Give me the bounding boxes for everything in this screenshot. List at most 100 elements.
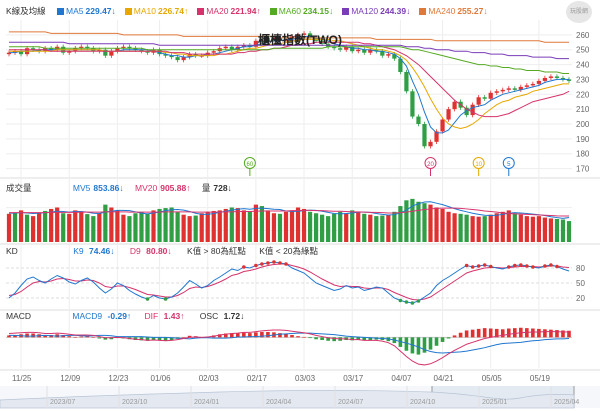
candle-body: [332, 46, 337, 49]
volume-bar: [169, 207, 174, 242]
volume-bar: [398, 206, 403, 242]
date-tick-label: 11/25: [12, 374, 32, 383]
vol-arrow: ↓: [227, 183, 232, 193]
volume-bar: [217, 210, 222, 242]
volume-bar: [109, 207, 114, 242]
macd9-value: -0.29: [107, 311, 127, 321]
osc-bar: [416, 337, 421, 355]
kd-green-dot: [410, 301, 415, 305]
volume-bar: [139, 211, 144, 242]
candle-body: [560, 77, 566, 80]
ma240-value: 255.27: [457, 6, 484, 16]
candle-body: [139, 49, 144, 52]
osc-bar: [163, 337, 168, 341]
volume-bar: [127, 216, 132, 242]
osc-bar: [85, 336, 90, 338]
candle-body: [265, 39, 271, 43]
candle-body: [452, 101, 457, 110]
volume-bar: [181, 214, 186, 242]
osc-bar: [7, 335, 11, 338]
candle-body: [277, 37, 283, 41]
kd-red-dot: [543, 264, 547, 268]
candle-body: [536, 80, 541, 84]
osc-bar: [97, 337, 102, 339]
kd-red-dot: [549, 263, 553, 267]
macd9-label: MACD9: [72, 311, 103, 321]
candle-body: [181, 57, 186, 61]
candle-body: [12, 51, 18, 53]
candle-body: [211, 51, 216, 53]
candle-body: [115, 48, 120, 52]
volume-bar: [67, 213, 72, 242]
date-tick-label: 05/05: [482, 374, 503, 383]
candle-body: [49, 48, 54, 50]
candle-body: [440, 119, 445, 132]
osc-bar: [464, 330, 469, 338]
volume-bar: [410, 198, 415, 242]
navigator-date-label: 2024/04: [266, 399, 291, 406]
volume-bar: [380, 215, 385, 242]
kd-red-dot: [464, 263, 469, 268]
price-legend: K線及均線 MA5 229.47↓ MA10 226.74↑ MA20 221.94↑ MA…: [6, 5, 494, 17]
kd-red-dot: [488, 264, 493, 269]
candle-body: [422, 124, 427, 147]
volume-bar: [362, 213, 367, 242]
candle-body: [398, 58, 403, 72]
osc-bar: [482, 328, 487, 338]
candle-body: [356, 49, 361, 52]
osc-bar: [157, 337, 162, 341]
volume-bar: [560, 219, 566, 242]
navigator-date-label: 2024/10: [410, 399, 435, 406]
mv5-line: [8, 201, 570, 219]
ma5-label: MA5: [66, 6, 84, 16]
osc-bar: [31, 333, 35, 338]
volume-bar: [223, 208, 228, 242]
osc-bar: [260, 331, 264, 338]
volume-bar: [151, 210, 156, 242]
volume-bar: [301, 208, 307, 242]
candle-body: [133, 48, 138, 50]
ma-marker: [472, 157, 485, 169]
candle-body: [97, 49, 102, 52]
vol-value: 728: [213, 183, 228, 193]
osc-bar: [151, 337, 156, 341]
ma-marker: [424, 157, 437, 169]
price-tick-label: 230: [576, 75, 590, 84]
osc-bar: [181, 337, 186, 338]
candle-body: [434, 131, 439, 142]
osc-bar: [133, 337, 138, 341]
volume-bar: [271, 213, 277, 242]
candle-body: [524, 85, 529, 87]
osc-bar: [296, 336, 300, 338]
price-tick-label: 260: [576, 31, 590, 40]
navigator-date-label: 2024/01: [194, 399, 219, 406]
candle-body: [193, 54, 198, 56]
date-tick-label: 02/17: [247, 374, 268, 383]
osc-bar: [109, 337, 114, 340]
volume-bar: [338, 211, 343, 242]
osc-bar: [332, 337, 336, 342]
osc-bar: [561, 330, 565, 338]
volume-bar: [37, 212, 42, 242]
volume-bar: [205, 211, 210, 242]
kd-tick-label: 50: [576, 279, 585, 288]
osc-bar: [356, 337, 361, 341]
kd-green-note: K值 < 20為綠點: [259, 246, 319, 256]
osc-bar: [494, 328, 499, 338]
candle-body: [344, 46, 349, 50]
navigator-date-label: 2024/07: [338, 399, 363, 406]
candle-body: [566, 79, 572, 81]
candle-body: [374, 49, 379, 52]
kd-red-dot: [476, 264, 481, 268]
kd-green-dot: [163, 297, 168, 301]
kd-tick-label: 20: [576, 294, 585, 303]
volume-bar: [61, 213, 66, 242]
volume-bar: [500, 211, 505, 242]
kd-red-dot: [519, 263, 523, 267]
osc-bar: [470, 329, 475, 338]
ma5-value: 229.47: [85, 6, 112, 16]
ma60-arrow: ↓: [328, 6, 334, 16]
candle-body: [223, 46, 228, 49]
kd-red-dot: [260, 262, 264, 266]
